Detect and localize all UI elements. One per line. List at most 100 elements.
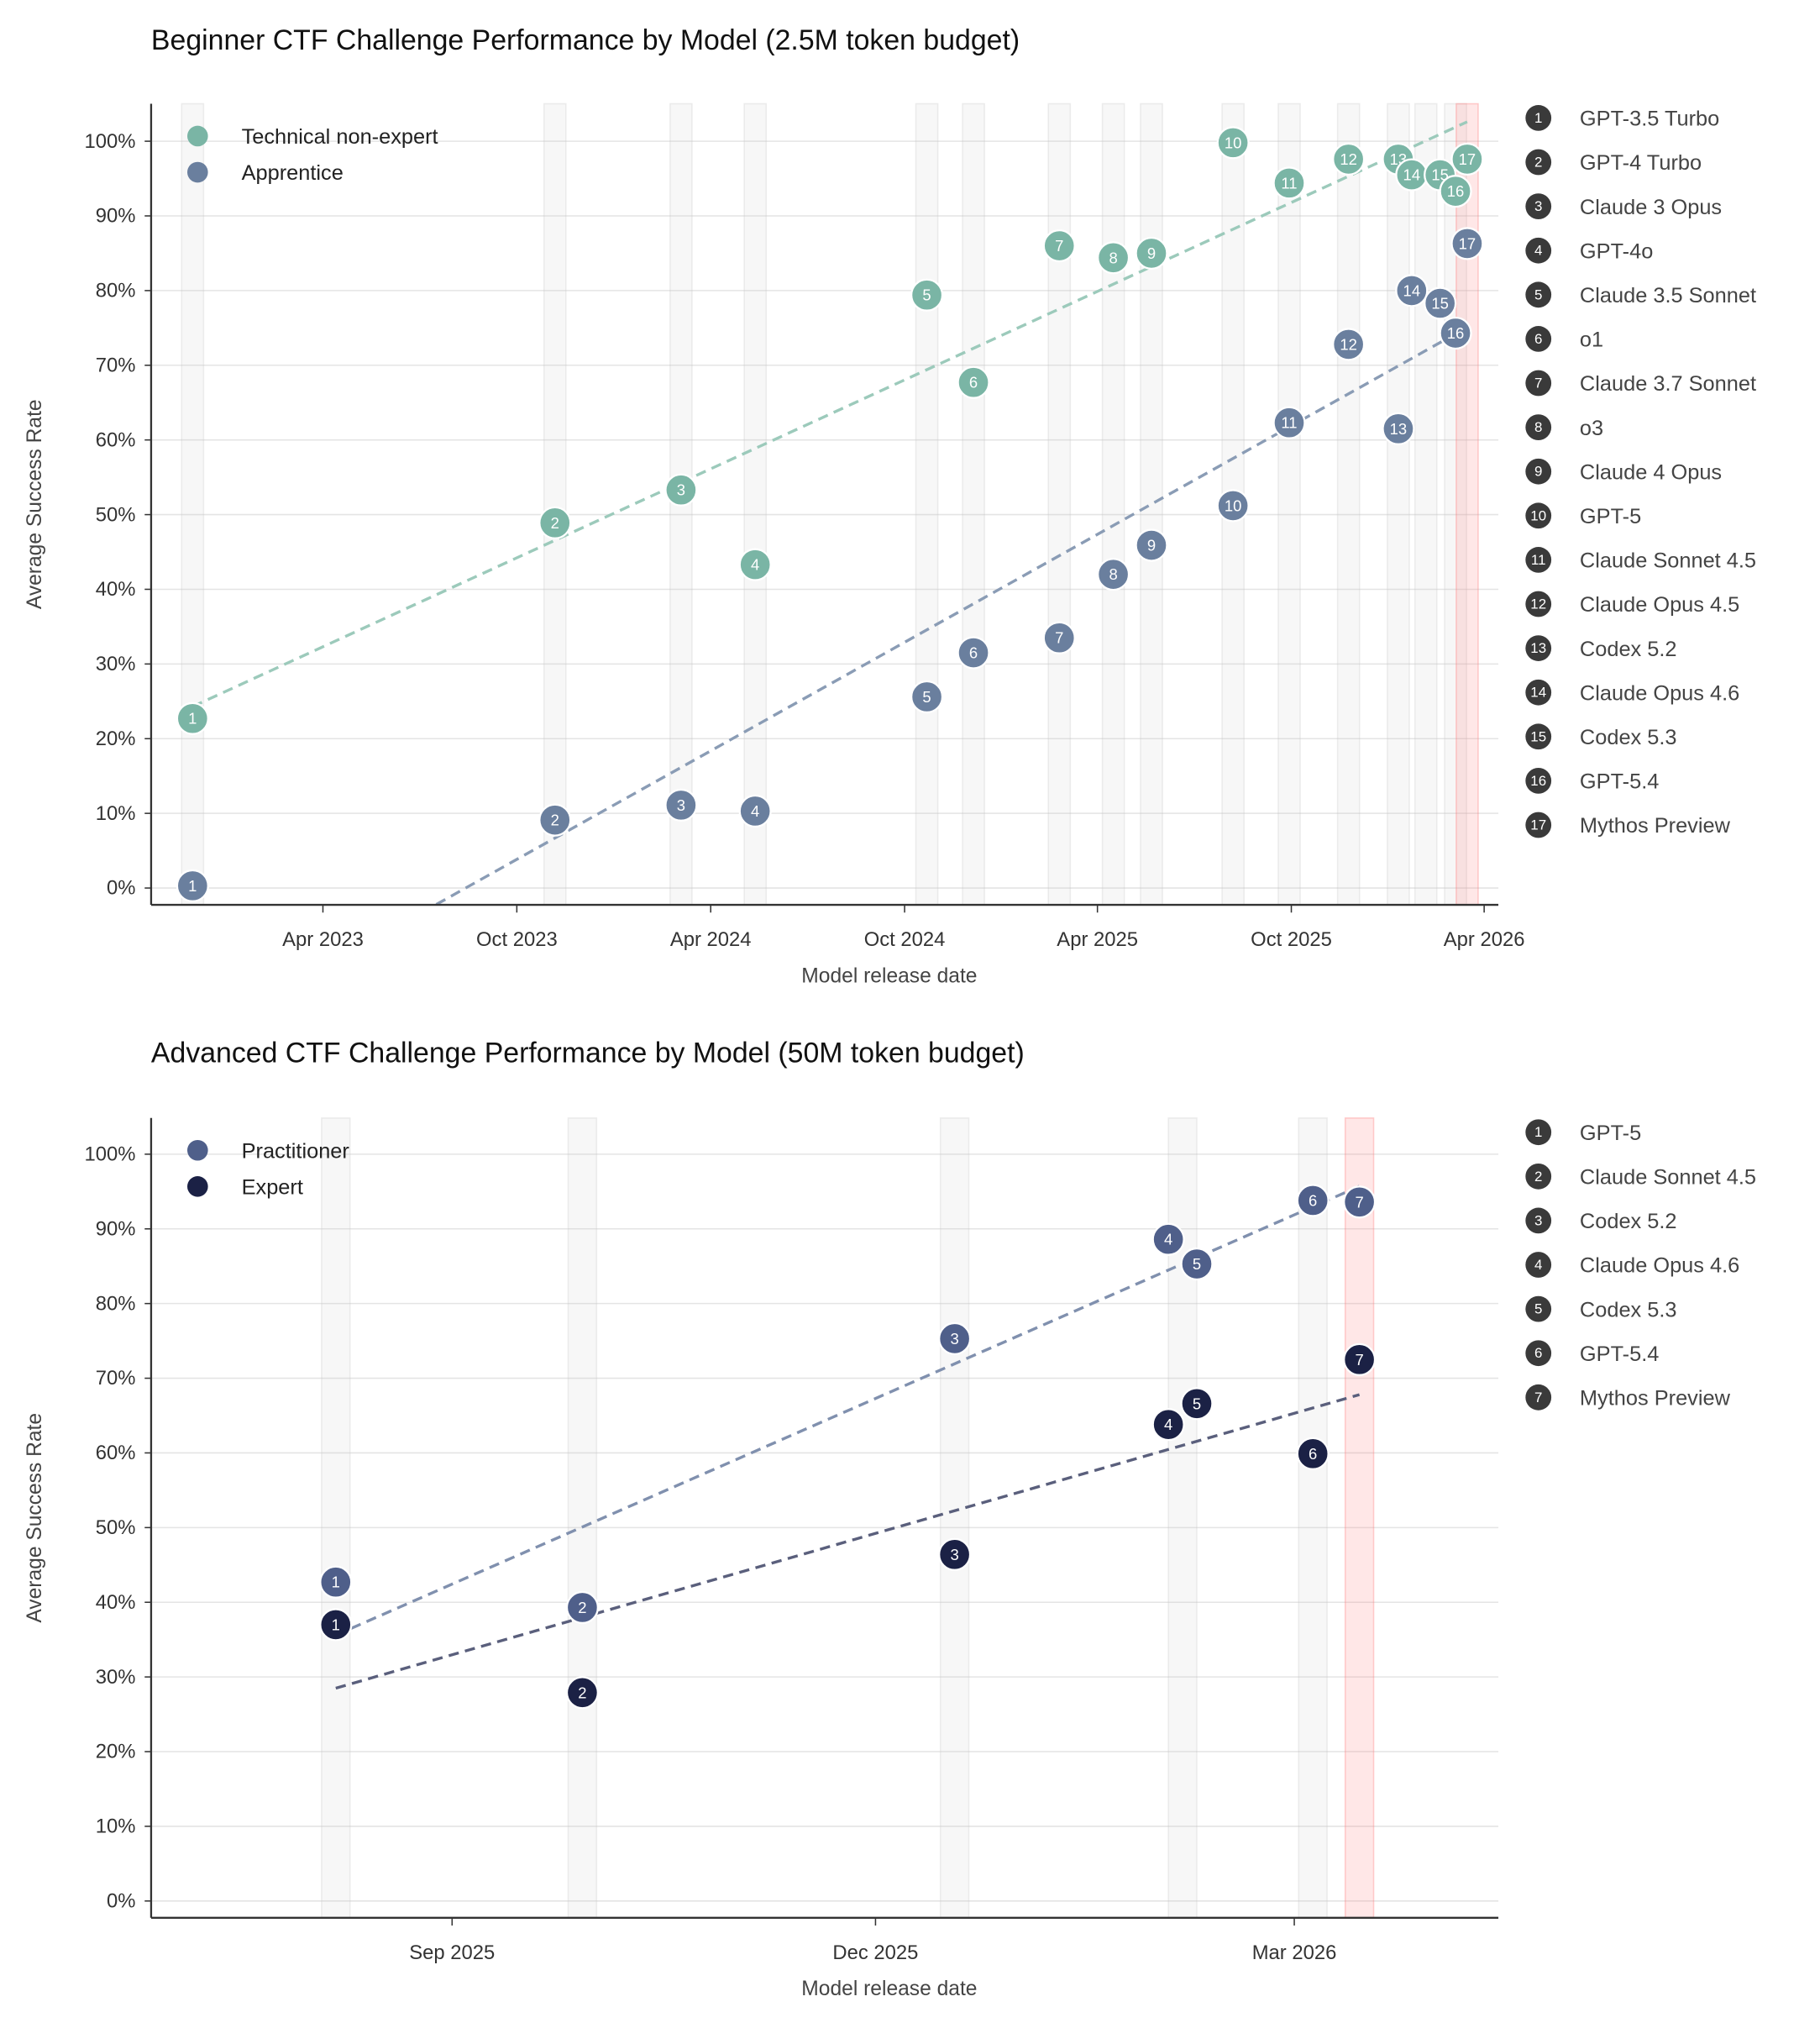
trend-line-apprentice: [435, 332, 1456, 906]
point-label: 2: [578, 1684, 586, 1701]
point-marker: [957, 636, 990, 670]
data-point: 3: [664, 788, 698, 822]
model-legend-number: 2: [1534, 1169, 1542, 1185]
highlight-band: [1344, 1117, 1375, 1919]
x-tick-label: Sep 2025: [409, 1941, 495, 1964]
chart-2: Advanced CTF Challenge Performance by Mo…: [24, 1038, 1756, 2000]
data-point: 7: [1342, 1342, 1377, 1376]
point-label: 14: [1403, 281, 1421, 299]
point-marker: [664, 473, 698, 507]
model-legend-marker: [1525, 502, 1552, 529]
model-legend-number: 4: [1534, 243, 1542, 259]
point-marker: [1296, 1184, 1330, 1217]
y-tick-label: 40%: [96, 1591, 136, 1614]
release-band: [567, 1117, 598, 1919]
model-legend-marker: [1525, 812, 1552, 838]
point-marker: [664, 788, 698, 822]
data-point: 3: [938, 1321, 972, 1356]
model-legend-marker: [1525, 768, 1552, 794]
data-point: 13: [1382, 412, 1415, 445]
point-label: 17: [1459, 234, 1476, 252]
model-legend-name: Mythos Preview: [1580, 814, 1731, 838]
y-tick-label: 10%: [96, 1815, 136, 1838]
point-marker: [1042, 229, 1076, 263]
point-label: 10: [1225, 134, 1242, 151]
legend-marker: [187, 161, 208, 183]
point-label: 6: [969, 374, 978, 391]
data-point: 1: [176, 869, 209, 902]
release-band: [1298, 1117, 1328, 1919]
data-point: 3: [664, 473, 698, 507]
y-tick-label: 0%: [107, 1890, 135, 1913]
point-label: 6: [969, 644, 978, 662]
y-tick-label: 20%: [96, 1741, 136, 1763]
release-band: [543, 102, 567, 906]
point-marker: [1424, 286, 1457, 320]
point-label: 4: [751, 556, 759, 574]
point-marker: [1332, 328, 1366, 361]
point-marker: [1042, 621, 1076, 654]
model-legend-marker: [1525, 1340, 1552, 1367]
model-legend-name: GPT-4 Turbo: [1580, 151, 1702, 175]
highlight-band: [1455, 102, 1479, 906]
release-band: [962, 102, 985, 906]
x-tick-label: Oct 2025: [1251, 928, 1332, 951]
y-tick-label: 60%: [96, 428, 136, 451]
release-band: [915, 102, 939, 906]
data-point: 2: [538, 506, 572, 539]
data-point: 1: [319, 1565, 353, 1599]
y-tick-label: 30%: [96, 653, 136, 675]
point-label: 6: [1309, 1445, 1317, 1463]
data-point: 10: [1216, 489, 1250, 523]
point-label: 15: [1431, 295, 1449, 313]
point-marker: [1151, 1408, 1185, 1442]
data-point: 1: [319, 1608, 353, 1642]
model-legend-name: GPT-5: [1580, 505, 1641, 528]
point-marker: [538, 803, 572, 837]
point-label: 16: [1447, 182, 1465, 200]
point-marker: [1439, 316, 1472, 350]
model-legend-number: 8: [1534, 419, 1542, 435]
model-legend-number: 9: [1534, 464, 1542, 480]
point-marker: [1272, 166, 1306, 200]
release-band: [743, 102, 768, 906]
model-legend-name: GPT-3.5 Turbo: [1580, 108, 1719, 131]
point-label: 16: [1447, 324, 1465, 342]
y-tick-label: 30%: [96, 1666, 136, 1689]
model-legend-name: Claude Opus 4.6: [1580, 681, 1739, 705]
release-band: [939, 1117, 970, 1919]
point-label: 11: [1281, 174, 1297, 192]
y-tick-label: 100%: [85, 1143, 136, 1166]
model-legend-marker: [1525, 1207, 1552, 1234]
point-marker: [538, 506, 572, 539]
model-legend-name: Mythos Preview: [1580, 1387, 1731, 1411]
point-marker: [1135, 236, 1168, 271]
point-marker: [1296, 1437, 1330, 1470]
x-tick-label: Apr 2024: [670, 928, 752, 951]
point-marker: [176, 701, 209, 735]
point-label: 4: [751, 802, 759, 820]
point-marker: [1342, 1185, 1377, 1219]
model-legend-marker: [1525, 1119, 1552, 1146]
release-band: [1101, 102, 1125, 906]
legend-label: Technical non-expert: [242, 125, 438, 149]
release-band: [1336, 102, 1361, 906]
point-marker: [1180, 1387, 1214, 1421]
point-label: 10: [1225, 496, 1242, 514]
model-legend-marker: [1525, 1384, 1552, 1411]
model-legend-marker: [1525, 1252, 1552, 1278]
point-marker: [1096, 558, 1130, 591]
model-legend-name: GPT-5: [1580, 1122, 1641, 1145]
point-marker: [738, 548, 772, 581]
model-legend-number: 7: [1534, 376, 1542, 391]
x-tick-label: Oct 2023: [476, 928, 558, 951]
point-marker: [1450, 227, 1484, 260]
release-band: [321, 1117, 351, 1919]
data-point: 16: [1439, 316, 1472, 350]
model-legend-number: 1: [1534, 110, 1542, 126]
point-label: 7: [1055, 237, 1063, 255]
y-tick-label: 50%: [96, 503, 136, 526]
model-legend-marker: [1525, 1295, 1552, 1322]
point-label: 1: [188, 877, 197, 895]
x-tick-label: Apr 2023: [282, 928, 364, 951]
